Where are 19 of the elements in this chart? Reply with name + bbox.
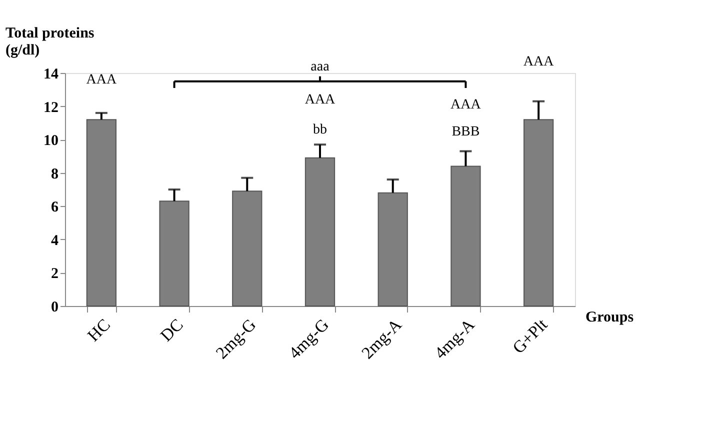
y-tick-label: 2 — [51, 266, 58, 282]
y-tick-label: 12 — [44, 100, 58, 116]
y-tick-label: 4 — [51, 232, 59, 249]
y-tick-label: 14 — [44, 66, 59, 82]
text: AAA — [523, 54, 555, 70]
y-tick-label: 10 — [44, 133, 58, 150]
annotation: AAA — [86, 72, 118, 88]
annotation: bb — [313, 122, 327, 138]
x-tick-label: DC — [156, 315, 187, 346]
y-tick-label: 8 — [51, 166, 58, 182]
x-tick-label: HC — [84, 315, 114, 346]
annotation: AAA — [450, 98, 482, 113]
y-tick-label: 6 — [51, 200, 59, 216]
y-axis-title: Total proteins (g/dl) — [6, 26, 94, 58]
y-tick-label: 0 — [51, 300, 58, 316]
x-axis-title: Groups — [586, 310, 634, 326]
annotation: aaa — [310, 59, 330, 74]
annotation: AAA — [304, 92, 336, 108]
annotation: BBB — [452, 124, 480, 140]
